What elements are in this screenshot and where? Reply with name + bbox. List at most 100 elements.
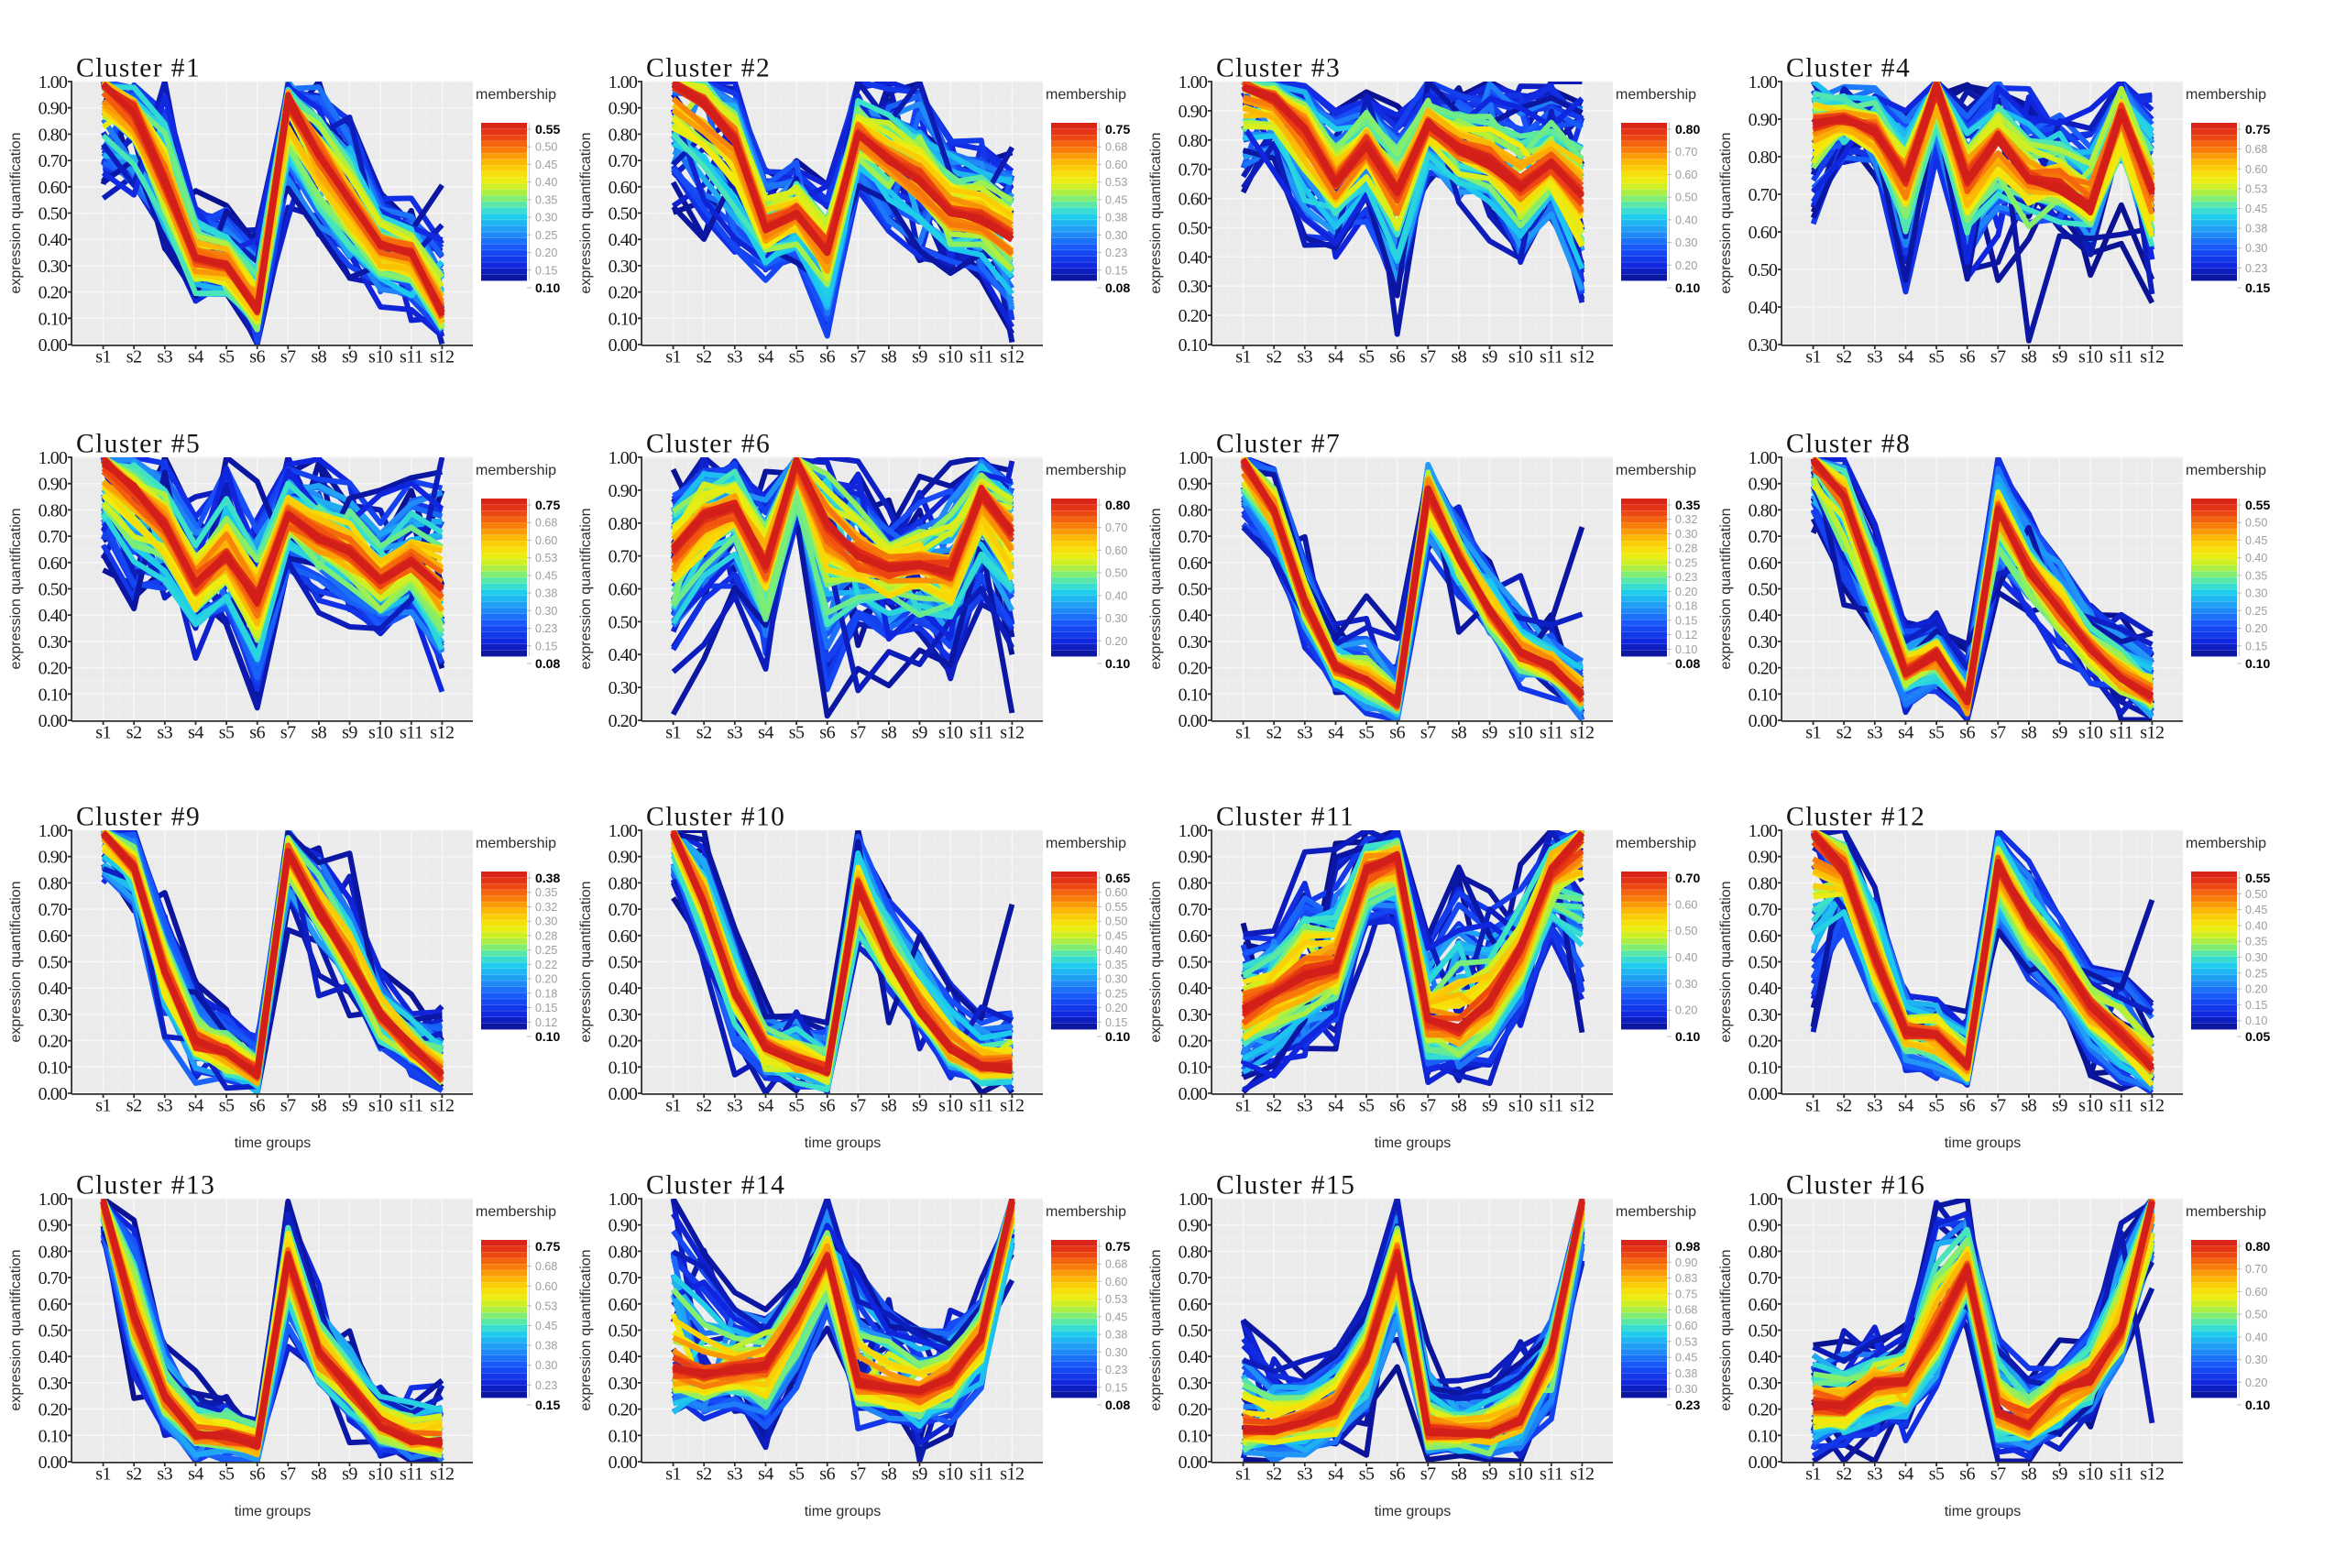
svg-text:s10: s10	[368, 1464, 393, 1485]
svg-text:0.40: 0.40	[608, 230, 638, 250]
svg-text:0.10: 0.10	[1749, 1426, 1778, 1446]
svg-text:s5: s5	[789, 347, 805, 367]
svg-text:0.40: 0.40	[1178, 1347, 1208, 1367]
svg-text:s4: s4	[1898, 1096, 1913, 1116]
svg-text:0.45: 0.45	[1105, 929, 1127, 942]
svg-text:0.20: 0.20	[608, 711, 638, 731]
svg-text:s5: s5	[1929, 1096, 1945, 1116]
svg-text:0.40: 0.40	[2245, 919, 2267, 932]
svg-text:0.25: 0.25	[535, 944, 557, 957]
svg-text:s12: s12	[2140, 347, 2164, 367]
svg-text:0.45: 0.45	[1105, 1310, 1127, 1323]
svg-text:0.23: 0.23	[1105, 247, 1127, 259]
svg-text:s10: s10	[368, 347, 393, 367]
svg-text:0.50: 0.50	[1178, 953, 1208, 973]
svg-text:s1: s1	[665, 723, 681, 743]
svg-text:s5: s5	[219, 1096, 235, 1116]
svg-text:s5: s5	[789, 1096, 805, 1116]
svg-text:membership: membership	[2186, 836, 2266, 851]
svg-text:0.60: 0.60	[38, 927, 68, 947]
svg-text:1.00: 1.00	[1178, 1190, 1208, 1210]
svg-text:s11: s11	[970, 1096, 993, 1116]
svg-text:0.00: 0.00	[38, 1453, 68, 1473]
svg-text:0.30: 0.30	[1749, 335, 1778, 356]
svg-text:0.30: 0.30	[1749, 632, 1778, 652]
svg-text:expression quantification: expression quantification	[8, 132, 24, 293]
svg-text:0.50: 0.50	[1178, 218, 1208, 238]
svg-text:s1: s1	[95, 723, 111, 743]
svg-text:s9: s9	[342, 1464, 357, 1485]
svg-text:0.38: 0.38	[2245, 223, 2267, 236]
svg-text:s4: s4	[1898, 723, 1913, 743]
svg-text:0.20: 0.20	[1749, 1400, 1778, 1420]
svg-text:1.00: 1.00	[608, 72, 638, 93]
svg-text:1.00: 1.00	[38, 448, 68, 468]
svg-text:s5: s5	[1929, 347, 1945, 367]
svg-text:Cluster #13: Cluster #13	[76, 1171, 215, 1201]
svg-text:0.00: 0.00	[1749, 711, 1778, 731]
svg-text:0.30: 0.30	[1675, 978, 1697, 991]
svg-text:s12: s12	[430, 1096, 454, 1116]
svg-text:0.90: 0.90	[1749, 475, 1778, 495]
svg-text:s2: s2	[126, 1096, 142, 1116]
svg-text:0.20: 0.20	[38, 283, 68, 303]
svg-text:s11: s11	[2110, 1096, 2133, 1116]
svg-text:0.00: 0.00	[1749, 1453, 1778, 1473]
svg-text:s6: s6	[819, 1096, 835, 1116]
svg-text:s4: s4	[1328, 347, 1343, 367]
svg-text:0.45: 0.45	[2245, 534, 2267, 547]
svg-text:1.00: 1.00	[1178, 821, 1208, 841]
svg-text:0.83: 0.83	[1675, 1272, 1697, 1285]
svg-text:0.10: 0.10	[1675, 280, 1700, 295]
svg-text:0.15: 0.15	[535, 1398, 560, 1412]
svg-text:0.15: 0.15	[1675, 614, 1697, 627]
svg-text:s11: s11	[1540, 723, 1563, 743]
svg-text:s6: s6	[1389, 723, 1405, 743]
svg-text:0.60: 0.60	[1178, 554, 1208, 574]
svg-text:0.20: 0.20	[1749, 659, 1778, 679]
svg-text:0.08: 0.08	[1675, 656, 1700, 671]
svg-text:0.20: 0.20	[608, 1032, 638, 1052]
svg-text:0.40: 0.40	[2245, 552, 2267, 565]
svg-text:0.90: 0.90	[1749, 848, 1778, 868]
svg-text:s7: s7	[1990, 347, 2006, 367]
svg-text:expression quantification: expression quantification	[1718, 1249, 1734, 1410]
svg-text:s12: s12	[430, 347, 454, 367]
svg-text:0.60: 0.60	[1178, 190, 1208, 210]
svg-text:membership: membership	[1616, 836, 1696, 851]
svg-text:s1: s1	[95, 1464, 111, 1485]
svg-text:0.80: 0.80	[38, 873, 68, 894]
svg-text:0.40: 0.40	[1178, 606, 1208, 626]
svg-text:s6: s6	[1389, 1096, 1405, 1116]
svg-text:0.45: 0.45	[535, 569, 557, 582]
svg-text:0.10: 0.10	[1105, 656, 1130, 671]
svg-text:0.15: 0.15	[2245, 999, 2267, 1012]
svg-text:s3: s3	[157, 347, 172, 367]
svg-text:membership: membership	[1046, 463, 1126, 478]
svg-text:0.50: 0.50	[1105, 916, 1127, 928]
svg-text:0.10: 0.10	[1105, 1029, 1130, 1044]
svg-text:0.30: 0.30	[2245, 1354, 2267, 1366]
svg-text:0.30: 0.30	[1749, 1005, 1778, 1025]
svg-text:0.30: 0.30	[535, 605, 557, 618]
svg-text:expression quantification: expression quantification	[578, 132, 594, 293]
svg-text:s4: s4	[758, 347, 773, 367]
svg-text:s3: s3	[727, 1096, 742, 1116]
svg-text:0.70: 0.70	[2245, 1263, 2267, 1276]
svg-text:0.30: 0.30	[535, 1359, 557, 1372]
svg-text:0.12: 0.12	[1675, 629, 1697, 641]
svg-text:s10: s10	[1508, 723, 1533, 743]
svg-text:s2: s2	[696, 1096, 712, 1116]
svg-text:0.20: 0.20	[535, 973, 557, 986]
svg-text:0.60: 0.60	[1105, 159, 1127, 171]
svg-text:0.38: 0.38	[1105, 1329, 1127, 1342]
svg-text:0.08: 0.08	[1105, 280, 1130, 295]
svg-text:s1: s1	[1235, 1096, 1251, 1116]
svg-text:expression quantification: expression quantification	[1718, 132, 1734, 293]
svg-text:0.80: 0.80	[1675, 122, 1700, 137]
svg-text:0.80: 0.80	[1749, 1242, 1778, 1262]
svg-text:0.90: 0.90	[38, 99, 68, 119]
svg-text:0.20: 0.20	[1105, 635, 1127, 648]
svg-text:1.00: 1.00	[38, 1190, 68, 1210]
svg-text:0.50: 0.50	[608, 1321, 638, 1342]
